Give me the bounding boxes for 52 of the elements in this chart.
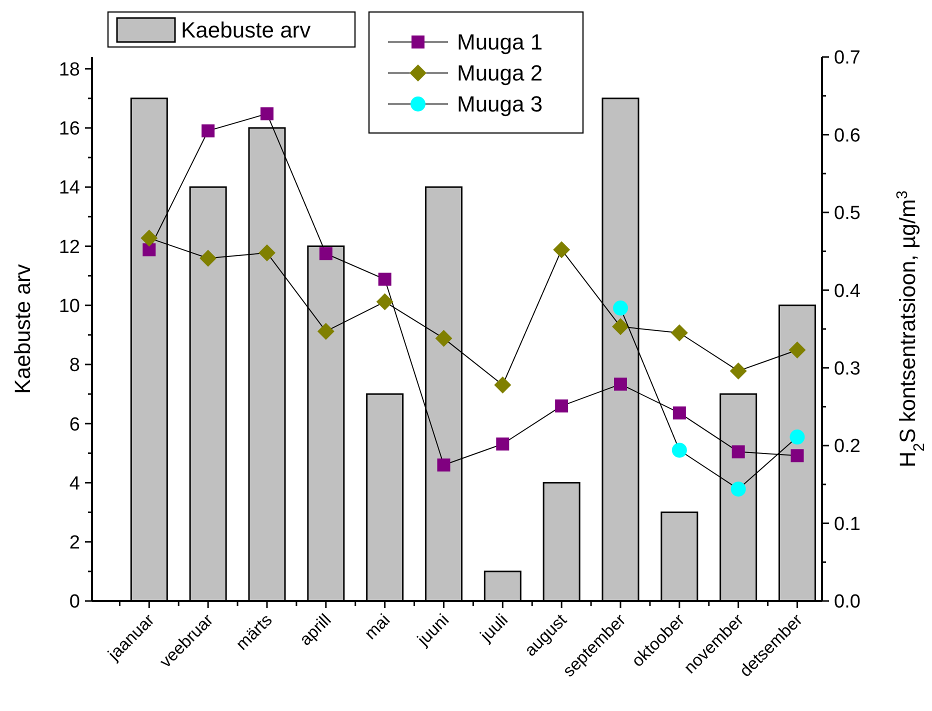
point [788, 341, 806, 358]
point [435, 330, 452, 347]
point [140, 230, 158, 247]
x-tick-label: mai [360, 610, 394, 644]
point [496, 438, 510, 451]
point [790, 430, 805, 445]
y-tick-label: 12 [58, 236, 80, 258]
y2-tick-label: 0.1 [834, 514, 860, 535]
y-tick-label: 14 [58, 178, 80, 199]
point [142, 243, 156, 256]
point [613, 300, 628, 316]
y-tick-label: 16 [58, 118, 80, 140]
y-axis-title: Kaebuste arv [10, 264, 35, 394]
y-tick-label: 10 [58, 296, 80, 317]
point [437, 458, 450, 472]
y2-tick-label: 0.0 [834, 592, 860, 613]
y-tick-label: 2 [69, 532, 80, 554]
point [260, 107, 274, 120]
point [732, 445, 745, 458]
y-tick-label: 8 [69, 355, 80, 376]
point [494, 376, 512, 394]
y2-tick-label: 0.3 [834, 358, 860, 380]
point [258, 244, 276, 262]
point [376, 293, 394, 310]
point [200, 250, 217, 267]
point [730, 482, 746, 497]
point [612, 318, 629, 336]
point [672, 442, 687, 458]
point [317, 322, 334, 340]
y-tick-label: 18 [58, 59, 80, 80]
y-tick-label: 6 [69, 414, 80, 436]
point [553, 241, 570, 258]
point [378, 272, 392, 286]
legend-label: Muuga 2 [457, 60, 543, 86]
point [670, 324, 688, 342]
y2-tick-label: 0.2 [834, 436, 860, 458]
y-tick-label: 4 [69, 473, 80, 494]
point [319, 247, 332, 260]
legend-label: Kaebuste arv [181, 18, 311, 43]
point [672, 406, 686, 420]
point [202, 124, 215, 138]
y2-tick-label: 0.6 [834, 125, 860, 146]
point [790, 449, 804, 462]
point [555, 399, 568, 412]
y2-tick-label: 0.5 [834, 203, 860, 224]
y2-tick-label: 0.7 [834, 48, 860, 69]
legend-label: Muuga 1 [457, 30, 543, 55]
point [730, 362, 747, 380]
legend-label: Muuga 3 [457, 92, 543, 117]
y2-tick-label: 0.4 [834, 280, 861, 302]
y-tick-label: 0 [69, 592, 80, 613]
point [614, 378, 627, 391]
